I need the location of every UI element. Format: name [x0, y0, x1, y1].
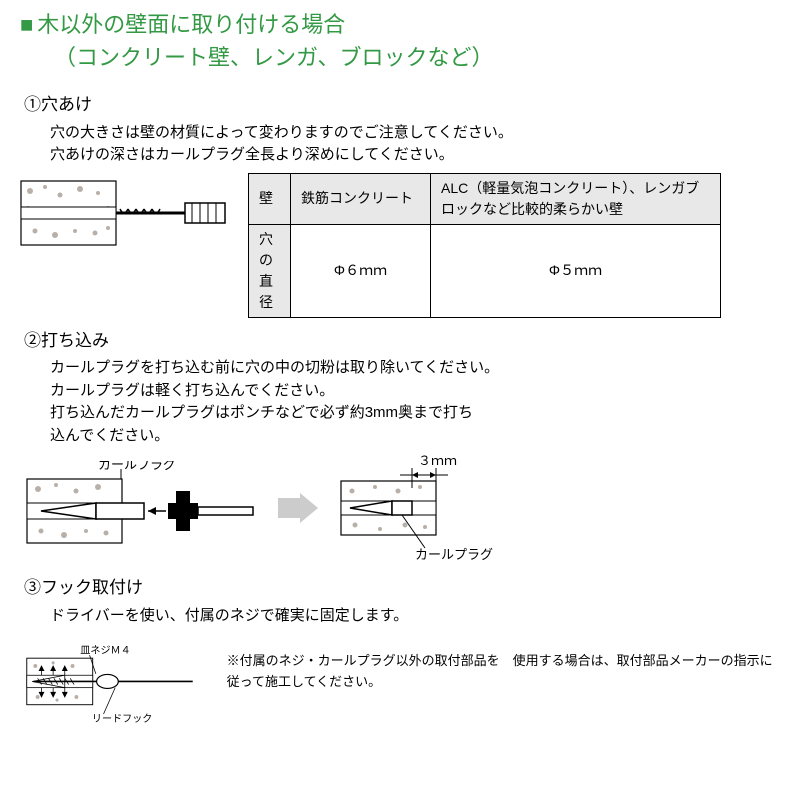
offset-illustration: ３ｍｍ カールプラグ — [340, 453, 500, 563]
step1-body2: 穴あけの深さはカールプラグ全長より深めにしてください。 — [50, 144, 780, 167]
step2-body4: 込んでください。 — [50, 425, 780, 448]
label-screw: 皿ネジＭ４ — [80, 645, 130, 657]
th-type1: 鉄筋コンクリート — [291, 173, 431, 224]
step1-body1: 穴の大きさは壁の材質によって変わりますのでご注意してください。 — [50, 122, 780, 145]
title-line2: （コンクリート壁、レンガ、ブロックなど） — [54, 41, 780, 74]
label-plug1: カールプラグ — [98, 461, 176, 472]
label-3mm: ３ｍｍ — [418, 453, 457, 468]
step2-row: カールプラグ ３ｍｍ カールプラグ — [26, 453, 780, 563]
step3-body1: ドライバーを使い、付属のネジで確実に固定します。 — [50, 605, 780, 628]
step1-row: 壁 鉄筋コンクリート ALC（軽量気泡コンクリート）、レンガブロックなど比較的柔… — [20, 173, 780, 318]
label-hook: リードフック — [92, 713, 152, 725]
th-diameter: 穴の直径 — [249, 224, 291, 317]
drill-illustration — [20, 173, 230, 253]
title-text1: 木以外の壁面に取り付ける場合 — [37, 12, 345, 37]
step2-heading: ②打ち込み — [24, 328, 780, 354]
arrow-icon — [278, 493, 318, 523]
th-wall: 壁 — [249, 173, 291, 224]
step2-body2: カールプラグは軽く打ち込んでください。 — [50, 380, 780, 403]
label-plug2: カールプラグ — [415, 547, 493, 562]
step1-heading: ①穴あけ — [24, 92, 780, 118]
step2-body3: 打ち込んだカールプラグはポンチなどで必ず約3mm奥まで打ち — [50, 402, 780, 425]
hook-illustration: 皿ネジＭ４ リードフック — [26, 633, 197, 733]
step3-row: 皿ネジＭ４ リードフック ※付属のネジ・カールプラグ以外の取付部品を 使用する場… — [26, 633, 780, 733]
section-title: ■木以外の壁面に取り付ける場合 （コンクリート壁、レンガ、ブロックなど） — [20, 8, 780, 74]
td-v2: Φ５ｍｍ — [431, 224, 721, 317]
title-marker: ■ — [20, 12, 33, 37]
step3-note: ※付属のネジ・カールプラグ以外の取付部品を 使用する場合は、取付部品メーカーの指… — [227, 651, 780, 693]
hammer-illustration: カールプラグ — [26, 461, 256, 556]
title-line1: ■木以外の壁面に取り付ける場合 — [20, 8, 780, 41]
step3-heading: ③フック取付け — [24, 575, 780, 601]
td-v1: Φ６ｍｍ — [291, 224, 431, 317]
note-text: ※付属のネジ・カールプラグ以外の取付部品を 使用する場合は、取付部品メーカーの指… — [227, 653, 786, 689]
step2-body1: カールプラグを打ち込む前に穴の中の切粉は取り除いてください。 — [50, 357, 780, 380]
step2-body: カールプラグを打ち込む前に穴の中の切粉は取り除いてください。 カールプラグは軽く… — [50, 357, 780, 447]
hole-size-table: 壁 鉄筋コンクリート ALC（軽量気泡コンクリート）、レンガブロックなど比較的柔… — [248, 173, 721, 318]
step3-body: ドライバーを使い、付属のネジで確実に固定します。 — [50, 605, 780, 628]
step1-body: 穴の大きさは壁の材質によって変わりますのでご注意してください。 穴あけの深さはカ… — [50, 122, 780, 167]
th-type2: ALC（軽量気泡コンクリート）、レンガブロックなど比較的柔らかい壁 — [431, 173, 721, 224]
